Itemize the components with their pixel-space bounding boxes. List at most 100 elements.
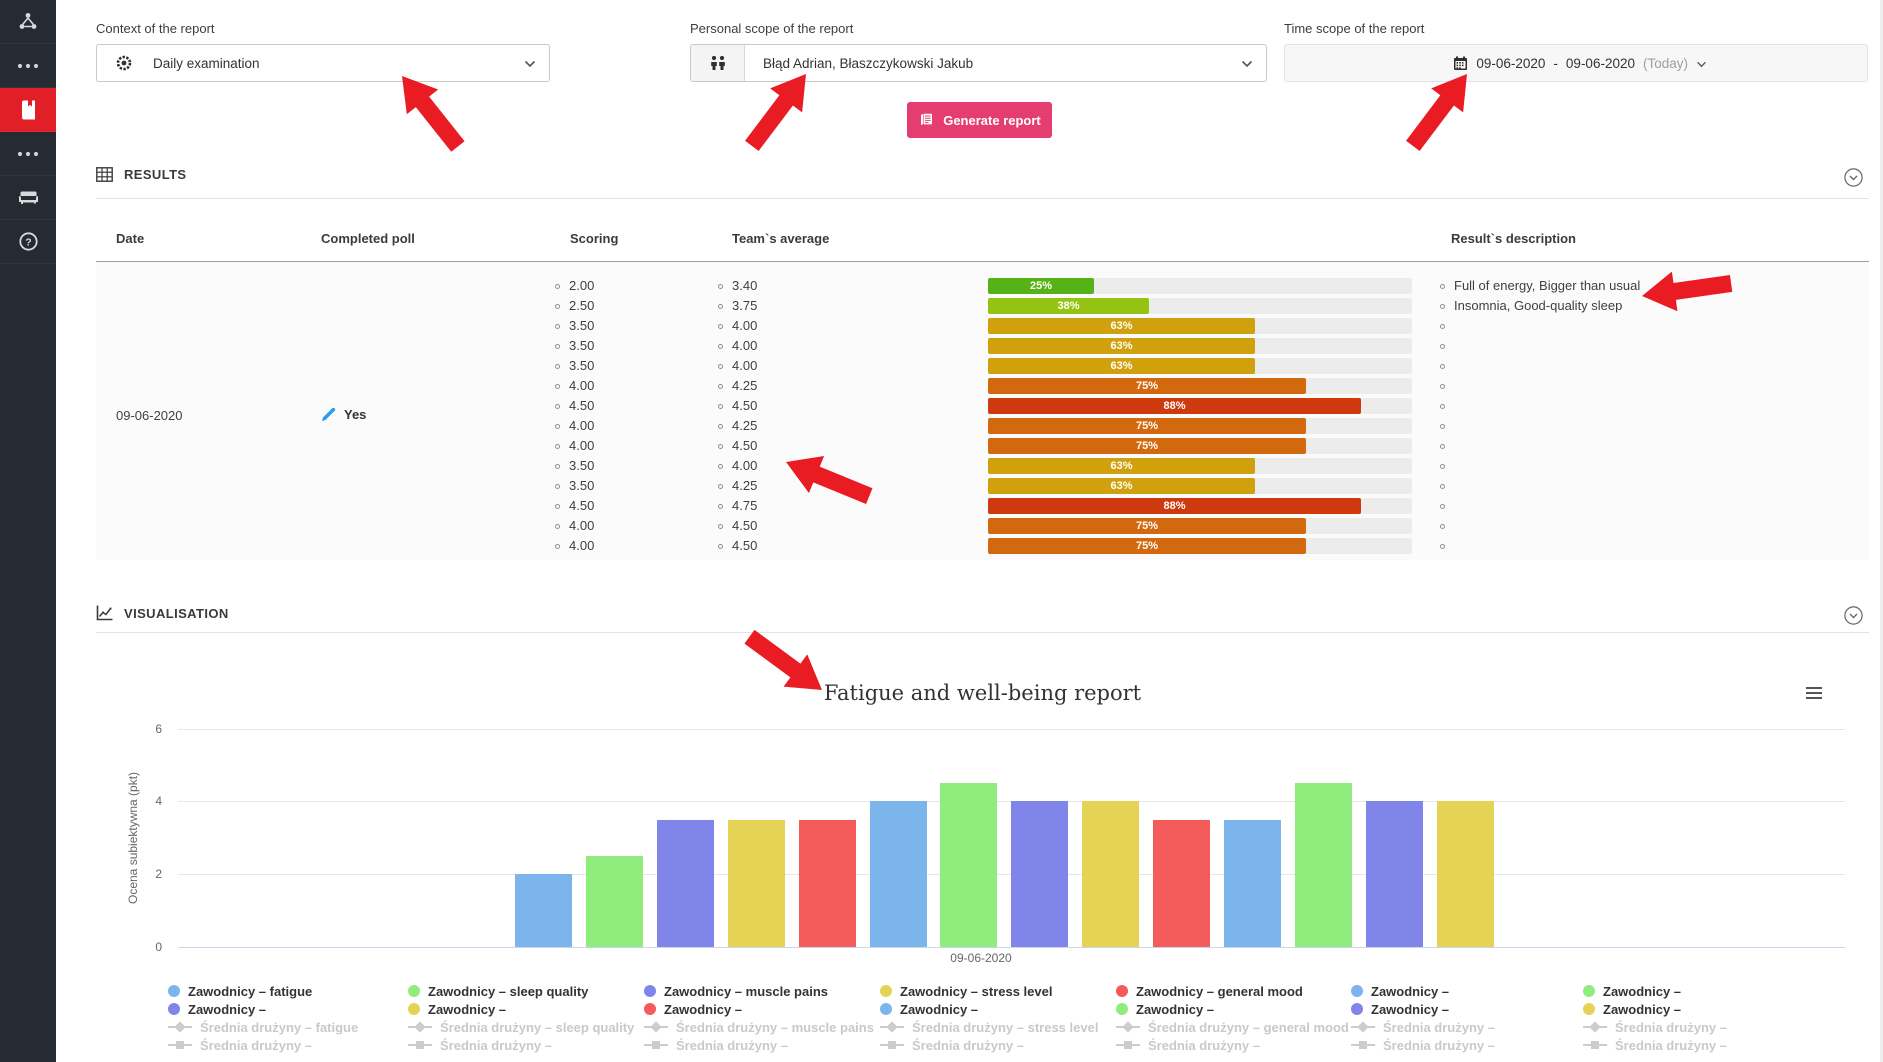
legend-item[interactable]: Zawodnicy – [1351,984,1449,999]
team-average-value: 4.50 [718,396,757,416]
legend-label: Zawodnicy – [1136,1001,1215,1017]
bullet-icon [718,384,723,390]
legend-item[interactable]: Zawodnicy – [644,1002,742,1017]
table-row: 3.50 4.00 63% [96,456,1869,476]
bullet-icon [555,384,560,390]
table-row: 3.50 4.00 63% [96,336,1869,356]
result-description [1440,396,1454,416]
legend-item[interactable]: Zawodnicy – [408,1002,506,1017]
chart-menu-icon[interactable] [1806,687,1822,702]
sidebar-item-help[interactable]: ? [0,220,56,264]
legend-item[interactable]: Średnia drużyny – general mood [1116,1019,1349,1035]
chart-bar[interactable] [585,856,643,947]
chart-bar[interactable] [798,819,856,947]
sidebar-item-ellipsis[interactable] [0,132,56,176]
completed-poll-cell[interactable]: Yes [320,406,366,423]
legend-item[interactable]: Średnia drużyny – [880,1038,1024,1053]
book-icon [19,100,38,120]
legend-dot-icon [880,985,892,997]
legend-label: Średnia drużyny – sleep quality [440,1019,635,1035]
sidebar-item-couch[interactable] [0,176,56,220]
legend-label: Średnia drużyny – [1148,1037,1260,1053]
scoring-value: 2.00 [555,276,594,296]
scrollbar[interactable] [1880,0,1883,1062]
results-divider [96,198,1869,199]
chart-bar[interactable] [1224,819,1281,947]
visualisation-collapse-chevron-icon[interactable] [1844,606,1863,630]
legend-dot-icon [1583,1003,1595,1015]
result-description [1440,316,1454,336]
legend-item[interactable]: Średnia drużyny – [1583,1020,1727,1035]
legend-label: Zawodnicy – muscle pains [664,983,828,999]
y-axis-label: Ocena subiektywna (pkt) [126,771,140,905]
team-average-value: 4.00 [718,456,757,476]
table-row: 3.50 4.25 63% [96,476,1869,496]
time-to: 09-06-2020 [1565,55,1635,71]
legend-item[interactable]: Średnia drużyny – fatigue [168,1020,358,1035]
chart-bar[interactable] [1294,783,1352,947]
chart-title: Fatigue and well-being report [823,681,1142,705]
legend-line-marker-icon [408,1021,432,1033]
legend-item[interactable]: Zawodnicy – general mood [1116,983,1303,999]
chart-bar[interactable] [727,819,785,947]
legend-item[interactable]: Średnia drużyny – stress level [880,1020,1098,1035]
chart-bar[interactable] [1365,801,1423,947]
table-grid-icon [96,167,113,182]
legend-item[interactable]: Średnia drużyny – [1351,1038,1495,1053]
legend-item[interactable]: Średnia drużyny – muscle pains [644,1020,874,1035]
bullet-icon [555,304,560,310]
legend-item[interactable]: Zawodnicy – stress level [880,984,1052,999]
legend-label: Zawodnicy – [188,1001,267,1017]
legend-item[interactable]: Zawodnicy – [168,1001,267,1017]
legend-item[interactable]: Zawodnicy – [1351,1002,1449,1017]
legend-item[interactable]: Średnia drużyny – sleep quality [408,1019,635,1035]
legend-item[interactable]: Zawodnicy – [1583,1002,1681,1017]
legend-item[interactable]: Średnia drużyny – [644,1038,788,1053]
chart-bar[interactable] [656,819,714,947]
time-today-suffix: (Today) [1642,55,1688,71]
sidebar-item-ellipsis[interactable] [0,44,56,88]
chart-bar[interactable] [1153,819,1211,947]
chart-bar[interactable] [1082,801,1140,947]
chart-bar[interactable] [869,801,927,947]
sidebar-item-network[interactable] [0,0,56,44]
legend-item[interactable]: Średnia drużyny – [1583,1038,1727,1053]
legend-label: Średnia drużyny – [1383,1019,1495,1035]
chart-bar[interactable] [1011,801,1069,947]
personal-select[interactable]: Błąd Adrian, Błaszczykowski Jakub [690,44,1267,82]
context-select[interactable]: Daily examination [96,44,550,82]
table-row: 4.50 4.50 88% [96,396,1869,416]
bullet-icon [555,544,560,550]
results-collapse-chevron-icon[interactable] [1844,168,1863,192]
legend-item[interactable]: Zawodnicy – [1583,984,1681,999]
legend-item[interactable]: Średnia drużyny – [1351,1019,1495,1035]
legend-item[interactable]: Zawodnicy – fatigue [168,984,312,999]
chart-bar[interactable] [1436,801,1494,947]
chart-bar[interactable] [515,874,572,947]
legend-item[interactable]: Zawodnicy – sleep quality [408,984,588,999]
legend-item[interactable]: Zawodnicy – [1116,1001,1215,1017]
legend-dot-icon [1116,1003,1128,1015]
bullet-icon [718,444,723,450]
sidebar-item-book[interactable] [0,88,56,132]
time-select[interactable]: 09-06-2020 - 09-06-2020 (Today) [1284,44,1868,82]
legend-item[interactable]: Średnia drużyny – [408,1038,552,1053]
scoring-value: 4.50 [555,496,594,516]
legend-line-marker-icon [644,1021,668,1033]
legend-item[interactable]: Średnia drużyny – [168,1038,312,1053]
legend-label: Zawodnicy – general mood [1136,983,1303,999]
calendar-icon [1453,56,1468,71]
bullet-icon [718,324,723,330]
result-description [1440,436,1454,456]
legend-item[interactable]: Zawodnicy – muscle pains [644,983,828,999]
legend-label: Średnia drużyny – general mood [1148,1019,1349,1035]
scoring-value: 3.50 [555,476,594,496]
chart-bar[interactable] [940,783,998,947]
report-icon [918,113,934,127]
bullet-icon [555,344,560,350]
legend-item[interactable]: Zawodnicy – [880,1002,978,1017]
table-row: 2.50 3.75 38% Insomnia, Good-quality sleep [96,296,1869,316]
legend-item[interactable]: Średnia drużyny – [1116,1037,1260,1053]
generate-report-button[interactable]: Generate report [907,102,1052,138]
bullet-icon [718,504,723,510]
